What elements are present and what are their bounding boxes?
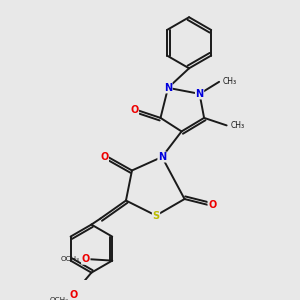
Text: N: N xyxy=(164,83,172,93)
Text: O: O xyxy=(82,254,90,264)
Text: O: O xyxy=(69,290,77,300)
Text: OCH₃: OCH₃ xyxy=(50,297,69,300)
Text: O: O xyxy=(208,200,216,210)
Text: OCH₃: OCH₃ xyxy=(61,256,80,262)
Text: N: N xyxy=(158,152,166,162)
Text: O: O xyxy=(130,105,139,116)
Text: CH₃: CH₃ xyxy=(230,121,244,130)
Text: N: N xyxy=(196,89,204,99)
Text: O: O xyxy=(100,152,108,162)
Text: S: S xyxy=(152,211,160,220)
Text: CH₃: CH₃ xyxy=(223,77,237,86)
